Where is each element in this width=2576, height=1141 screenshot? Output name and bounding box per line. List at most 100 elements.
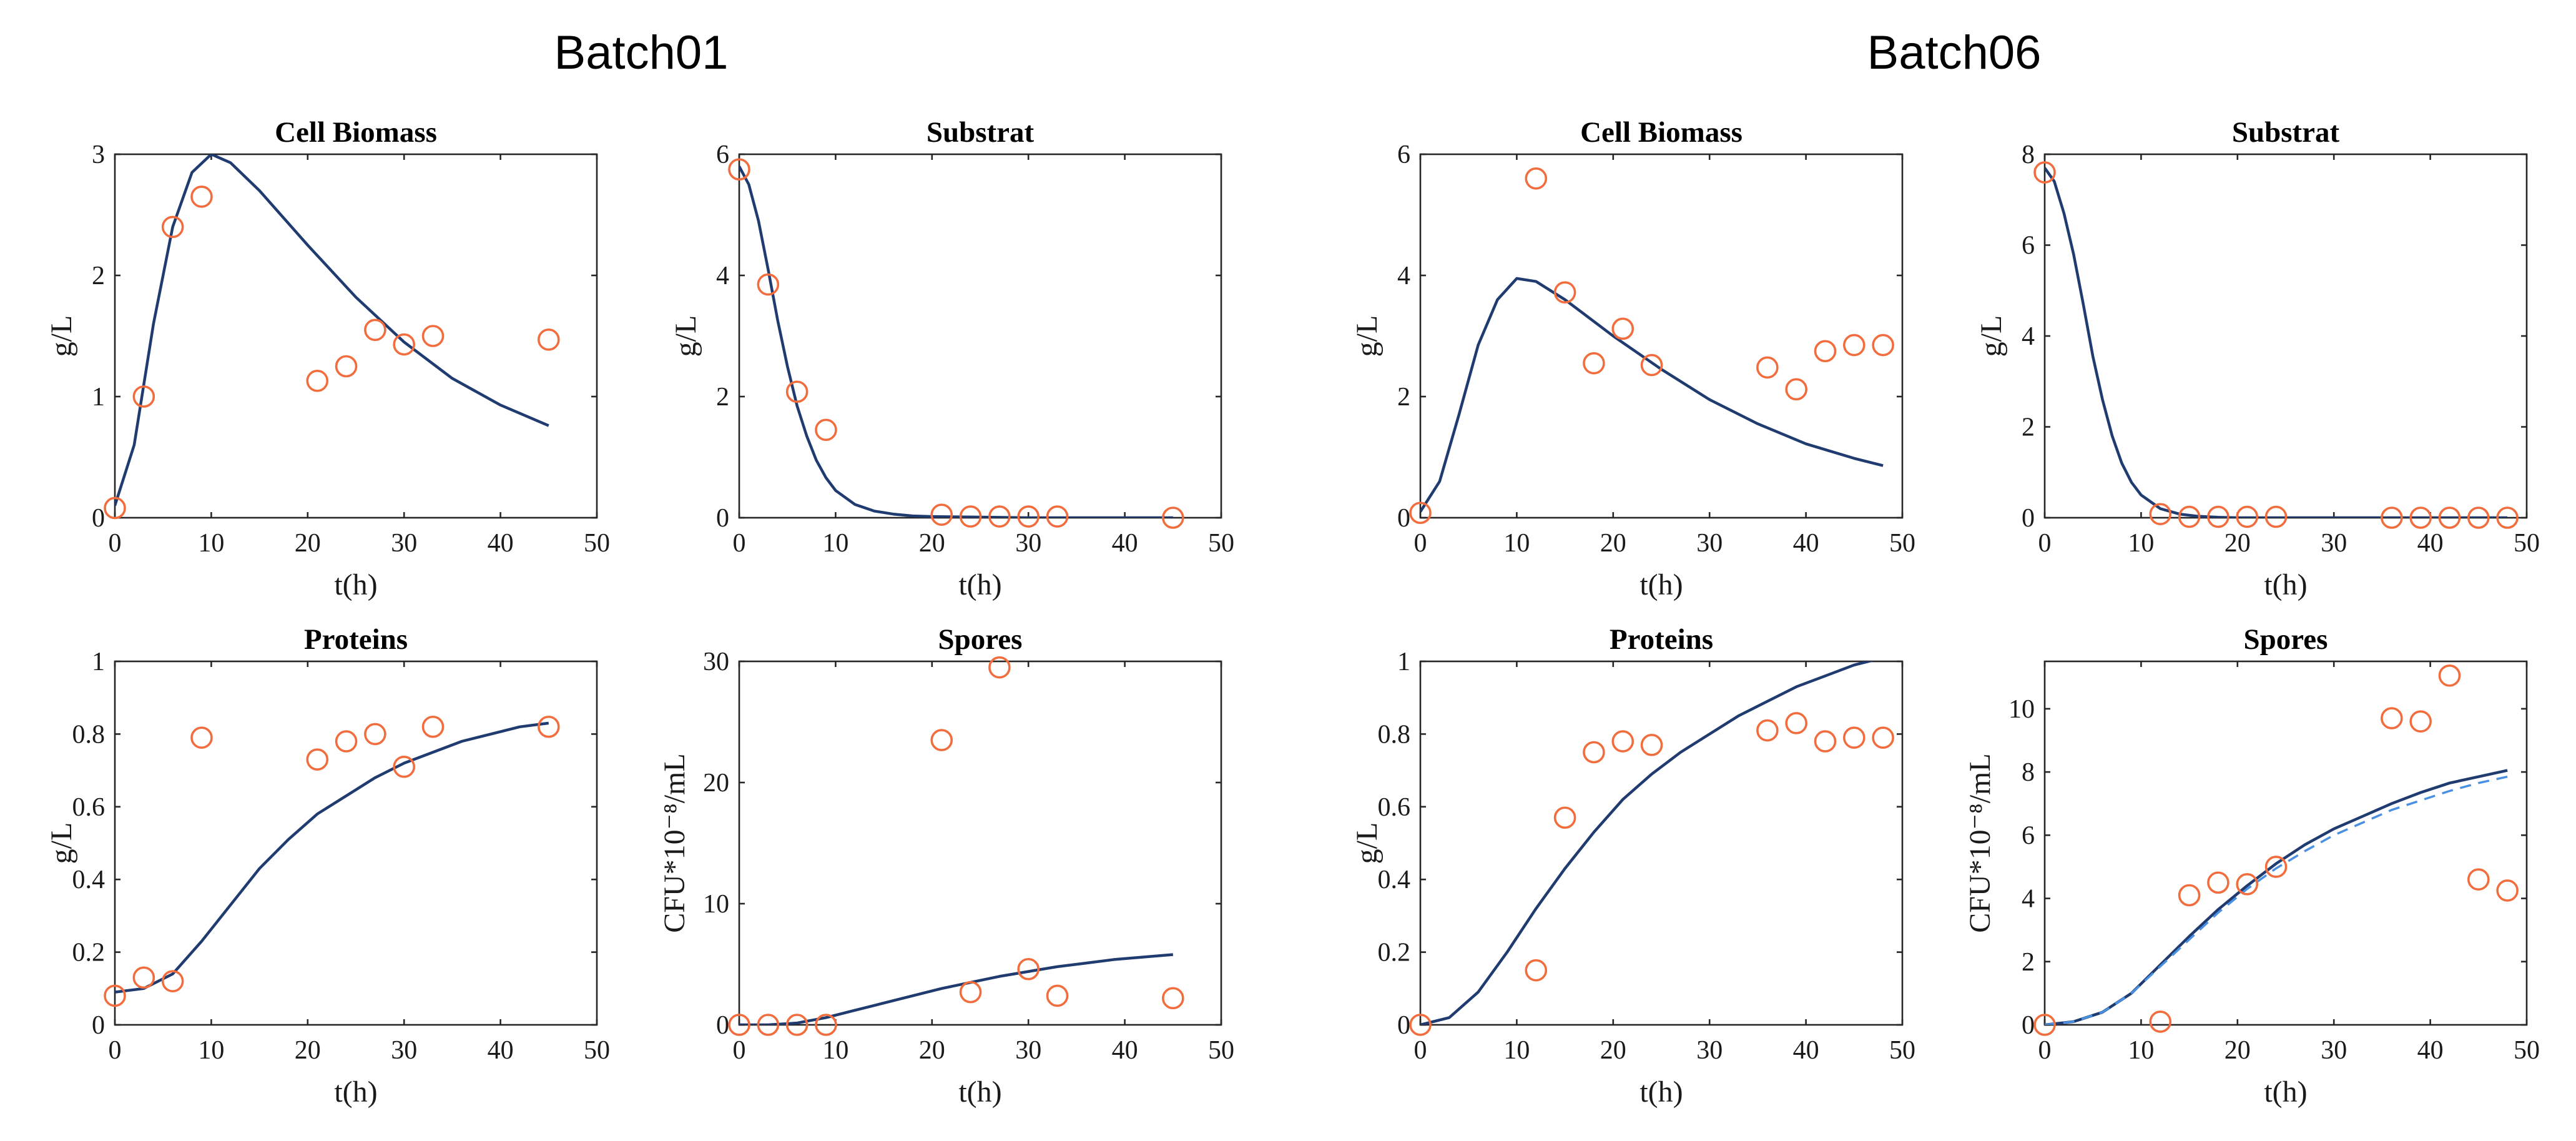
batch-title-1: Batch01 — [554, 26, 729, 79]
data-point — [2496, 506, 2519, 529]
y-tick-label: 0 — [2022, 504, 2035, 533]
data-point — [1785, 378, 1807, 401]
y-axis-label: g/L — [1350, 822, 1384, 864]
plot-frame — [2043, 153, 2528, 519]
x-tick-label: 20 — [1600, 1036, 1626, 1065]
x-axis-label: t(h) — [334, 1075, 377, 1109]
data-point — [785, 1014, 809, 1036]
y-tick-label: 0.6 — [1378, 793, 1411, 822]
y-axis-label: CFU*10⁻⁸/mL — [1964, 753, 1997, 932]
y-axis-label: g/L — [669, 315, 702, 357]
x-tick-label: 20 — [2225, 529, 2251, 558]
plot-frame — [114, 660, 598, 1026]
y-axis-label: g/L — [45, 315, 78, 357]
data-point — [421, 325, 445, 347]
data-point — [190, 726, 213, 749]
batch-title-2: Batch06 — [1867, 26, 2042, 79]
y-tick-label: 0 — [716, 1011, 729, 1040]
data-point — [728, 158, 750, 181]
data-point — [1046, 505, 1069, 528]
data-point — [1872, 726, 1894, 749]
y-tick-label: 0 — [92, 504, 105, 533]
model-line — [115, 721, 549, 994]
data-point — [1640, 353, 1663, 377]
panel-b6-biomass: Cell Biomass 0 10 20 30 40 50 0 2 4 6 t(h) g/L — [1350, 116, 1915, 601]
panel-title: Proteins — [1610, 623, 1713, 656]
x-tick-label: 10 — [198, 529, 224, 558]
x-tick-label: 10 — [1503, 529, 1530, 558]
x-axis-label: t(h) — [334, 568, 377, 601]
y-tick-label: 0 — [1397, 504, 1410, 533]
x-tick-label: 30 — [2321, 529, 2347, 558]
model-line — [1420, 661, 1875, 1025]
data-point — [1640, 734, 1663, 756]
x-tick-label: 0 — [733, 1036, 746, 1065]
plot-frame — [114, 153, 598, 519]
y-axis-label: g/L — [1975, 315, 2008, 357]
data-point — [988, 505, 1011, 528]
y-tick-label: 0 — [92, 1011, 105, 1040]
panel-title: Cell Biomass — [1580, 116, 1743, 149]
plot-frame — [2043, 660, 2528, 1026]
data-point — [815, 1014, 837, 1036]
x-tick-label: 0 — [109, 529, 122, 558]
data-point — [1814, 730, 1837, 753]
data-point — [728, 1014, 750, 1036]
panel-b6-substrat: Substrat 0 10 20 30 40 50 0 2 4 6 8 t(h) g/L — [1975, 116, 2540, 601]
y-tick-label: 0.2 — [1378, 939, 1411, 967]
data-point — [2264, 505, 2288, 528]
x-tick-label: 30 — [391, 1036, 417, 1065]
data-point — [1785, 712, 1807, 734]
data-point — [421, 715, 445, 738]
y-axis-label: g/L — [1350, 315, 1384, 357]
x-tick-label: 40 — [1112, 1036, 1138, 1065]
model-line — [739, 165, 1173, 518]
y-tick-label: 2 — [2022, 948, 2035, 977]
panel-b6-proteins: Proteins 0 10 20 30 40 50 0 0.2 0.4 0.6 0.8 1 t(h) g/L — [1350, 623, 1915, 1109]
x-tick-label: 20 — [1600, 529, 1626, 558]
y-tick-label: 1 — [92, 648, 105, 676]
x-tick-label: 10 — [822, 529, 848, 558]
panel-b1-substrat: Substrat 0 10 20 30 40 50 0 2 4 6 t(h) g/L — [669, 116, 1234, 601]
data-point — [132, 385, 155, 408]
data-point — [306, 369, 329, 392]
x-axis-label: t(h) — [958, 1075, 1001, 1109]
data-point — [815, 418, 837, 442]
data-point — [2207, 871, 2229, 894]
data-point — [2467, 868, 2490, 891]
model-line — [2045, 167, 2508, 518]
data-point — [2409, 506, 2432, 529]
data-point — [364, 723, 386, 746]
y-tick-label: 4 — [2022, 885, 2035, 914]
data-point — [1756, 356, 1779, 379]
data-point — [1814, 340, 1837, 363]
y-tick-label: 6 — [2022, 821, 2035, 850]
x-tick-label: 40 — [2417, 529, 2444, 558]
panel-b1-biomass: Cell Biomass 0 10 20 30 40 50 0 1 2 3 t(h) g/L — [45, 116, 610, 601]
data-point — [2033, 161, 2056, 184]
data-point — [335, 730, 358, 753]
x-tick-label: 20 — [919, 529, 945, 558]
x-tick-label: 10 — [2128, 1036, 2154, 1065]
x-tick-label: 30 — [1696, 1036, 1723, 1065]
data-point — [988, 656, 1011, 679]
data-point — [930, 729, 953, 751]
data-point — [2381, 707, 2403, 729]
data-point — [1553, 281, 1576, 304]
data-point — [104, 984, 126, 1007]
panel-b1-proteins: Proteins 0 10 20 30 40 50 0 0.2 0.4 0.6 0.8 1 t(h) g/L — [45, 623, 610, 1109]
data-point — [1046, 984, 1069, 1007]
x-axis-label: t(h) — [1639, 568, 1683, 601]
data-point — [1583, 741, 1605, 764]
y-tick-label: 0.2 — [72, 939, 106, 967]
plot-frame — [1419, 660, 1904, 1026]
data-point — [1017, 957, 1040, 980]
data-point — [161, 970, 184, 992]
x-tick-label: 0 — [109, 1036, 122, 1065]
x-tick-label: 20 — [919, 1036, 945, 1065]
data-point — [1017, 505, 1040, 528]
x-tick-label: 50 — [584, 1036, 610, 1065]
x-tick-label: 10 — [198, 1036, 224, 1065]
x-axis-label: t(h) — [958, 568, 1001, 601]
y-tick-label: 0.6 — [72, 793, 106, 822]
